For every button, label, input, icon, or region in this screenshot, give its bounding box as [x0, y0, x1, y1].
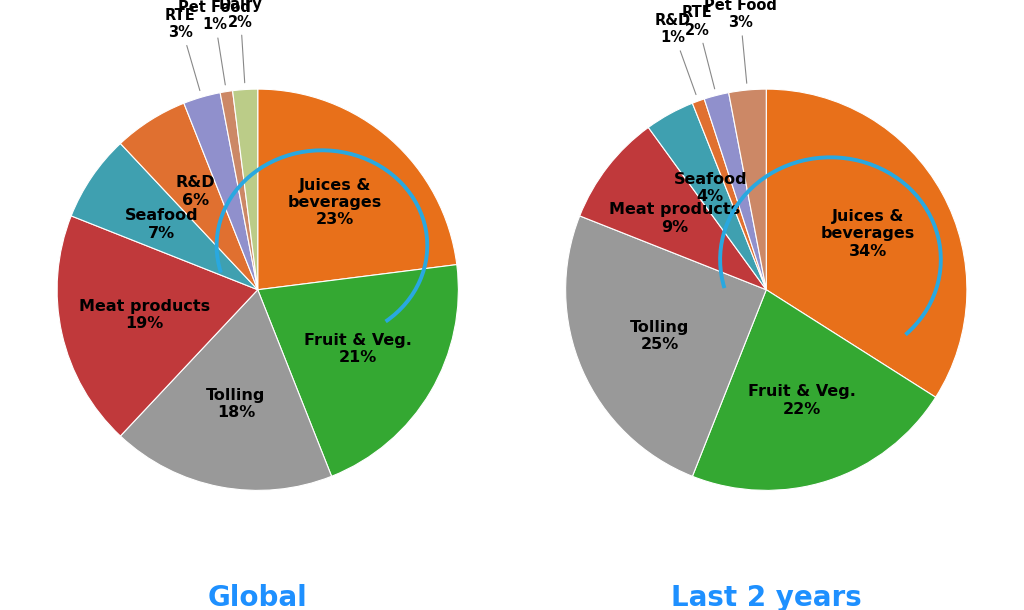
- Wedge shape: [648, 103, 766, 290]
- Text: Juices &
beverages
34%: Juices & beverages 34%: [821, 209, 915, 259]
- Text: R&D
6%: R&D 6%: [175, 175, 215, 207]
- Text: Tolling
18%: Tolling 18%: [206, 388, 265, 420]
- Text: Juices &
beverages
23%: Juices & beverages 23%: [288, 178, 382, 228]
- Title: Global: Global: [208, 584, 307, 610]
- Wedge shape: [121, 290, 332, 490]
- Wedge shape: [565, 216, 766, 476]
- Wedge shape: [184, 93, 258, 290]
- Wedge shape: [232, 89, 258, 290]
- Text: Pet Food
3%: Pet Food 3%: [703, 0, 776, 83]
- Text: Dairy
2%: Dairy 2%: [218, 0, 262, 83]
- Wedge shape: [258, 265, 459, 476]
- Wedge shape: [766, 89, 967, 397]
- Text: Seafood
7%: Seafood 7%: [125, 208, 199, 240]
- Text: Seafood
4%: Seafood 4%: [674, 171, 748, 204]
- Wedge shape: [72, 143, 258, 290]
- Text: Meat products
9%: Meat products 9%: [608, 203, 740, 235]
- Text: R&D
1%: R&D 1%: [654, 13, 696, 95]
- Text: Fruit & Veg.
22%: Fruit & Veg. 22%: [749, 384, 856, 417]
- Text: Fruit & Veg.
21%: Fruit & Veg. 21%: [304, 333, 412, 365]
- Text: RTE
2%: RTE 2%: [682, 5, 715, 89]
- Wedge shape: [729, 89, 766, 290]
- Text: RTE
3%: RTE 3%: [165, 8, 200, 90]
- Wedge shape: [580, 127, 766, 290]
- Title: Last 2 years: Last 2 years: [671, 584, 861, 610]
- Text: Tolling
25%: Tolling 25%: [630, 320, 689, 352]
- Wedge shape: [258, 89, 457, 290]
- Wedge shape: [220, 91, 258, 290]
- Wedge shape: [121, 103, 258, 290]
- Wedge shape: [57, 216, 258, 436]
- Wedge shape: [692, 290, 936, 490]
- Wedge shape: [705, 93, 766, 290]
- Text: Meat products
19%: Meat products 19%: [79, 299, 210, 331]
- Wedge shape: [692, 99, 766, 290]
- Text: Pet Food
1%: Pet Food 1%: [178, 0, 251, 85]
